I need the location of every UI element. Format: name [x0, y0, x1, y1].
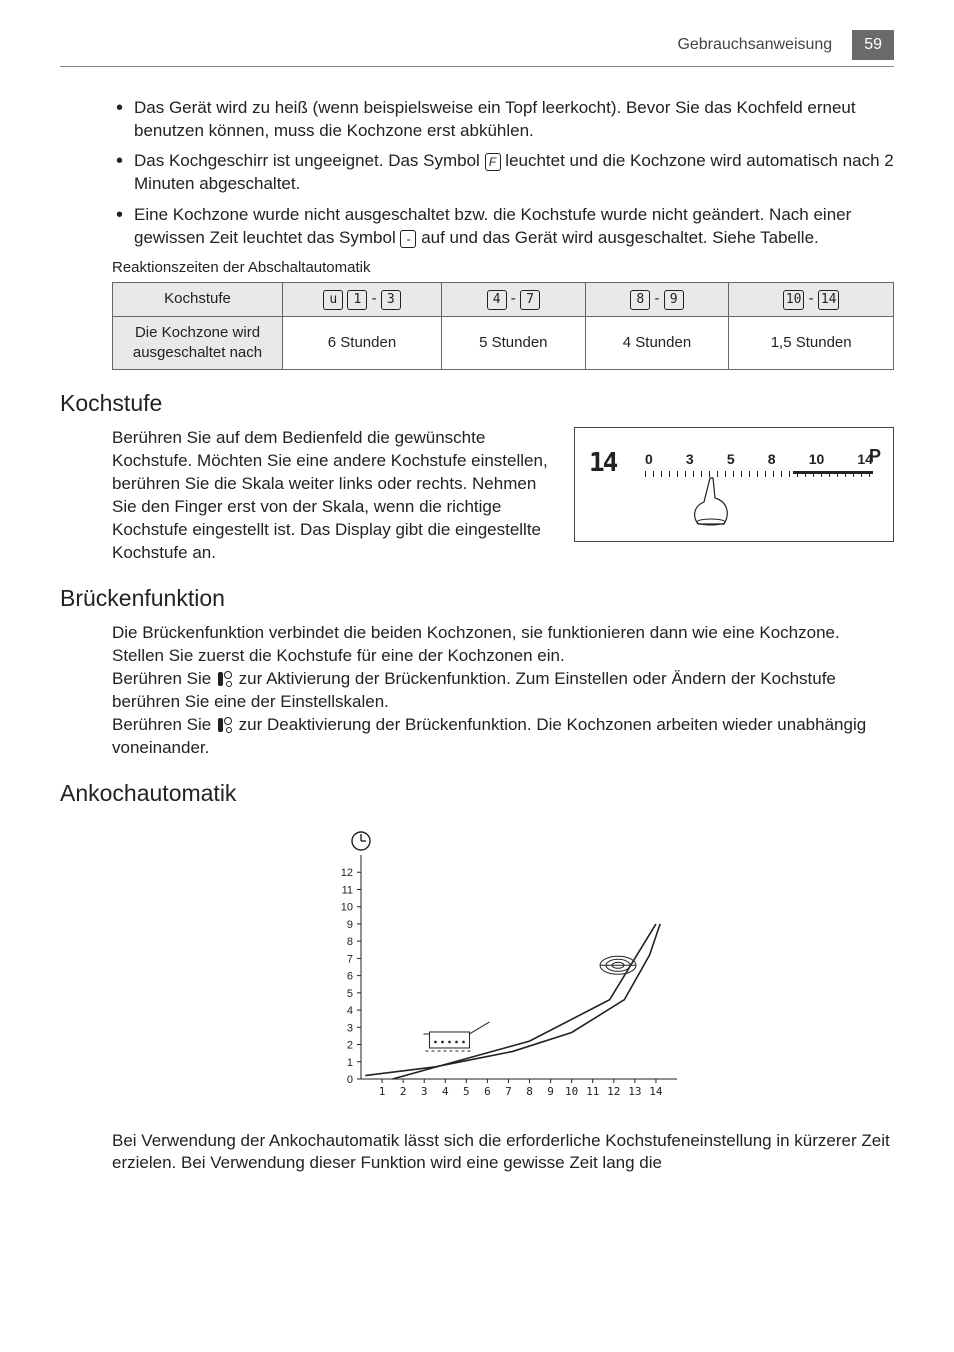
seg-icon: 3: [381, 290, 401, 310]
svg-text:12: 12: [607, 1085, 620, 1098]
list-item: Das Gerät wird zu heiß (wenn beispielswe…: [112, 97, 894, 143]
svg-text:2: 2: [347, 1039, 353, 1051]
bullet-text: auf und das Gerät wird ausgeschaltet. Si…: [416, 228, 818, 247]
header-title: Gebrauchsanweisung: [677, 34, 832, 56]
range-cell: 8 - 9: [585, 283, 729, 316]
list-item: Das Kochgeschirr ist ungeeignet. Das Sym…: [112, 150, 894, 196]
svg-text:4: 4: [442, 1085, 449, 1098]
svg-text:6: 6: [347, 970, 353, 982]
seg-icon: 9: [664, 290, 684, 310]
kochstufe-row: Berühren Sie auf dem Bedienfeld die gewü…: [112, 427, 894, 565]
table-caption: Reaktionszeiten der Abschaltautomatik: [112, 258, 894, 278]
svg-text:12: 12: [341, 867, 353, 879]
svg-text:10: 10: [565, 1085, 578, 1098]
scale-label: 0: [645, 450, 653, 469]
svg-text:1: 1: [379, 1085, 386, 1098]
kochstufe-figure: 14 0 3 5 8 10 14 P: [574, 427, 894, 542]
seg-icon: 8: [630, 290, 650, 310]
symbol-dash-icon: -: [400, 230, 416, 248]
svg-text:2: 2: [400, 1085, 407, 1098]
col-header: Kochstufe: [113, 283, 283, 316]
kochstufe-text: Berühren Sie auf dem Bedienfeld die gewü…: [112, 427, 554, 565]
section-title-bruecke: Brückenfunktion: [60, 583, 894, 614]
svg-text:9: 9: [547, 1085, 554, 1098]
symbol-f-icon: F: [485, 153, 501, 171]
text: Berühren Sie: [112, 669, 216, 688]
page-header: Gebrauchsanweisung 59: [60, 30, 894, 67]
svg-text:11: 11: [586, 1085, 599, 1098]
svg-text:1: 1: [347, 1056, 353, 1068]
paragraph: Berühren Sie zur Deaktivierung der Brück…: [112, 714, 894, 760]
svg-text:0: 0: [347, 1074, 353, 1086]
slider-ticks: [645, 471, 873, 477]
svg-text:10: 10: [341, 901, 353, 913]
seg-icon: 14: [818, 290, 840, 310]
bullet-text: Das Kochgeschirr ist ungeeignet. Das Sym…: [134, 151, 485, 170]
scale-label: 3: [686, 450, 694, 469]
value-cell: 6 Stunden: [283, 316, 442, 370]
p-label: P: [869, 444, 881, 468]
slider-fill: [793, 471, 873, 474]
scale-label: 10: [809, 450, 825, 469]
list-item: Eine Kochzone wurde nicht ausgeschaltet …: [112, 204, 894, 250]
svg-text:8: 8: [526, 1085, 533, 1098]
table-row: Kochstufe u 1 - 3 4 - 7 8 - 9 10 - 14: [113, 283, 894, 316]
svg-text:7: 7: [347, 953, 353, 965]
range-cell: 4 - 7: [441, 283, 585, 316]
scale-label: 5: [727, 450, 735, 469]
svg-text:11: 11: [342, 884, 353, 896]
svg-text:6: 6: [484, 1085, 491, 1098]
value-cell: 5 Stunden: [441, 316, 585, 370]
ankoch-chart-wrap: 01234567891011121234567891011121314: [112, 819, 894, 1116]
svg-text:3: 3: [421, 1085, 428, 1098]
svg-text:4: 4: [347, 1005, 353, 1017]
paragraph: Die Brückenfunktion verbindet die beiden…: [112, 622, 894, 645]
svg-text:8: 8: [347, 936, 353, 948]
finger-icon: [690, 476, 740, 526]
paragraph: Berühren Sie zur Aktivierung der Brücken…: [112, 668, 894, 714]
svg-text:3: 3: [347, 1022, 353, 1034]
range-cell: 10 - 14: [729, 283, 894, 316]
slider-scale: 0 3 5 8 10 14: [645, 450, 873, 477]
svg-text:5: 5: [463, 1085, 470, 1098]
shutoff-table: Kochstufe u 1 - 3 4 - 7 8 - 9 10 - 14 Di…: [112, 282, 894, 370]
section-title-ankoch: Ankochautomatik: [60, 778, 894, 809]
bridge-icon: [218, 671, 232, 687]
svg-text:7: 7: [505, 1085, 512, 1098]
main-content: Das Gerät wird zu heiß (wenn beispielswe…: [60, 97, 894, 1176]
bridge-icon: [218, 717, 232, 733]
svg-text:5: 5: [347, 987, 353, 999]
seg-icon: 4: [487, 290, 507, 310]
scale-label: 8: [768, 450, 776, 469]
ankoch-footer: Bei Verwendung der Ankochautomatik lässt…: [112, 1130, 894, 1176]
display-value: 14: [589, 446, 616, 481]
seg-icon: 10: [783, 290, 805, 310]
ankoch-chart: 01234567891011121234567891011121314: [313, 819, 693, 1109]
range-cell: u 1 - 3: [283, 283, 442, 316]
bullet-list: Das Gerät wird zu heiß (wenn beispielswe…: [112, 97, 894, 251]
paragraph: Stellen Sie zuerst die Kochstufe für ein…: [112, 645, 894, 668]
seg-icon: 7: [520, 290, 540, 310]
table-row: Die Kochzone wird ausgeschaltet nach 6 S…: [113, 316, 894, 370]
svg-text:14: 14: [649, 1085, 663, 1098]
text: Berühren Sie: [112, 715, 216, 734]
seg-icon: 1: [347, 290, 367, 310]
page-number-badge: 59: [852, 30, 894, 60]
section-title-kochstufe: Kochstufe: [60, 388, 894, 419]
row-header: Die Kochzone wird ausgeschaltet nach: [113, 316, 283, 370]
seg-icon: u: [323, 290, 343, 310]
value-cell: 1,5 Stunden: [729, 316, 894, 370]
bullet-text: Das Gerät wird zu heiß (wenn beispielswe…: [134, 98, 856, 140]
svg-text:13: 13: [628, 1085, 641, 1098]
slider-numbers: 0 3 5 8 10 14: [645, 450, 873, 469]
svg-text:9: 9: [347, 919, 353, 931]
value-cell: 4 Stunden: [585, 316, 729, 370]
